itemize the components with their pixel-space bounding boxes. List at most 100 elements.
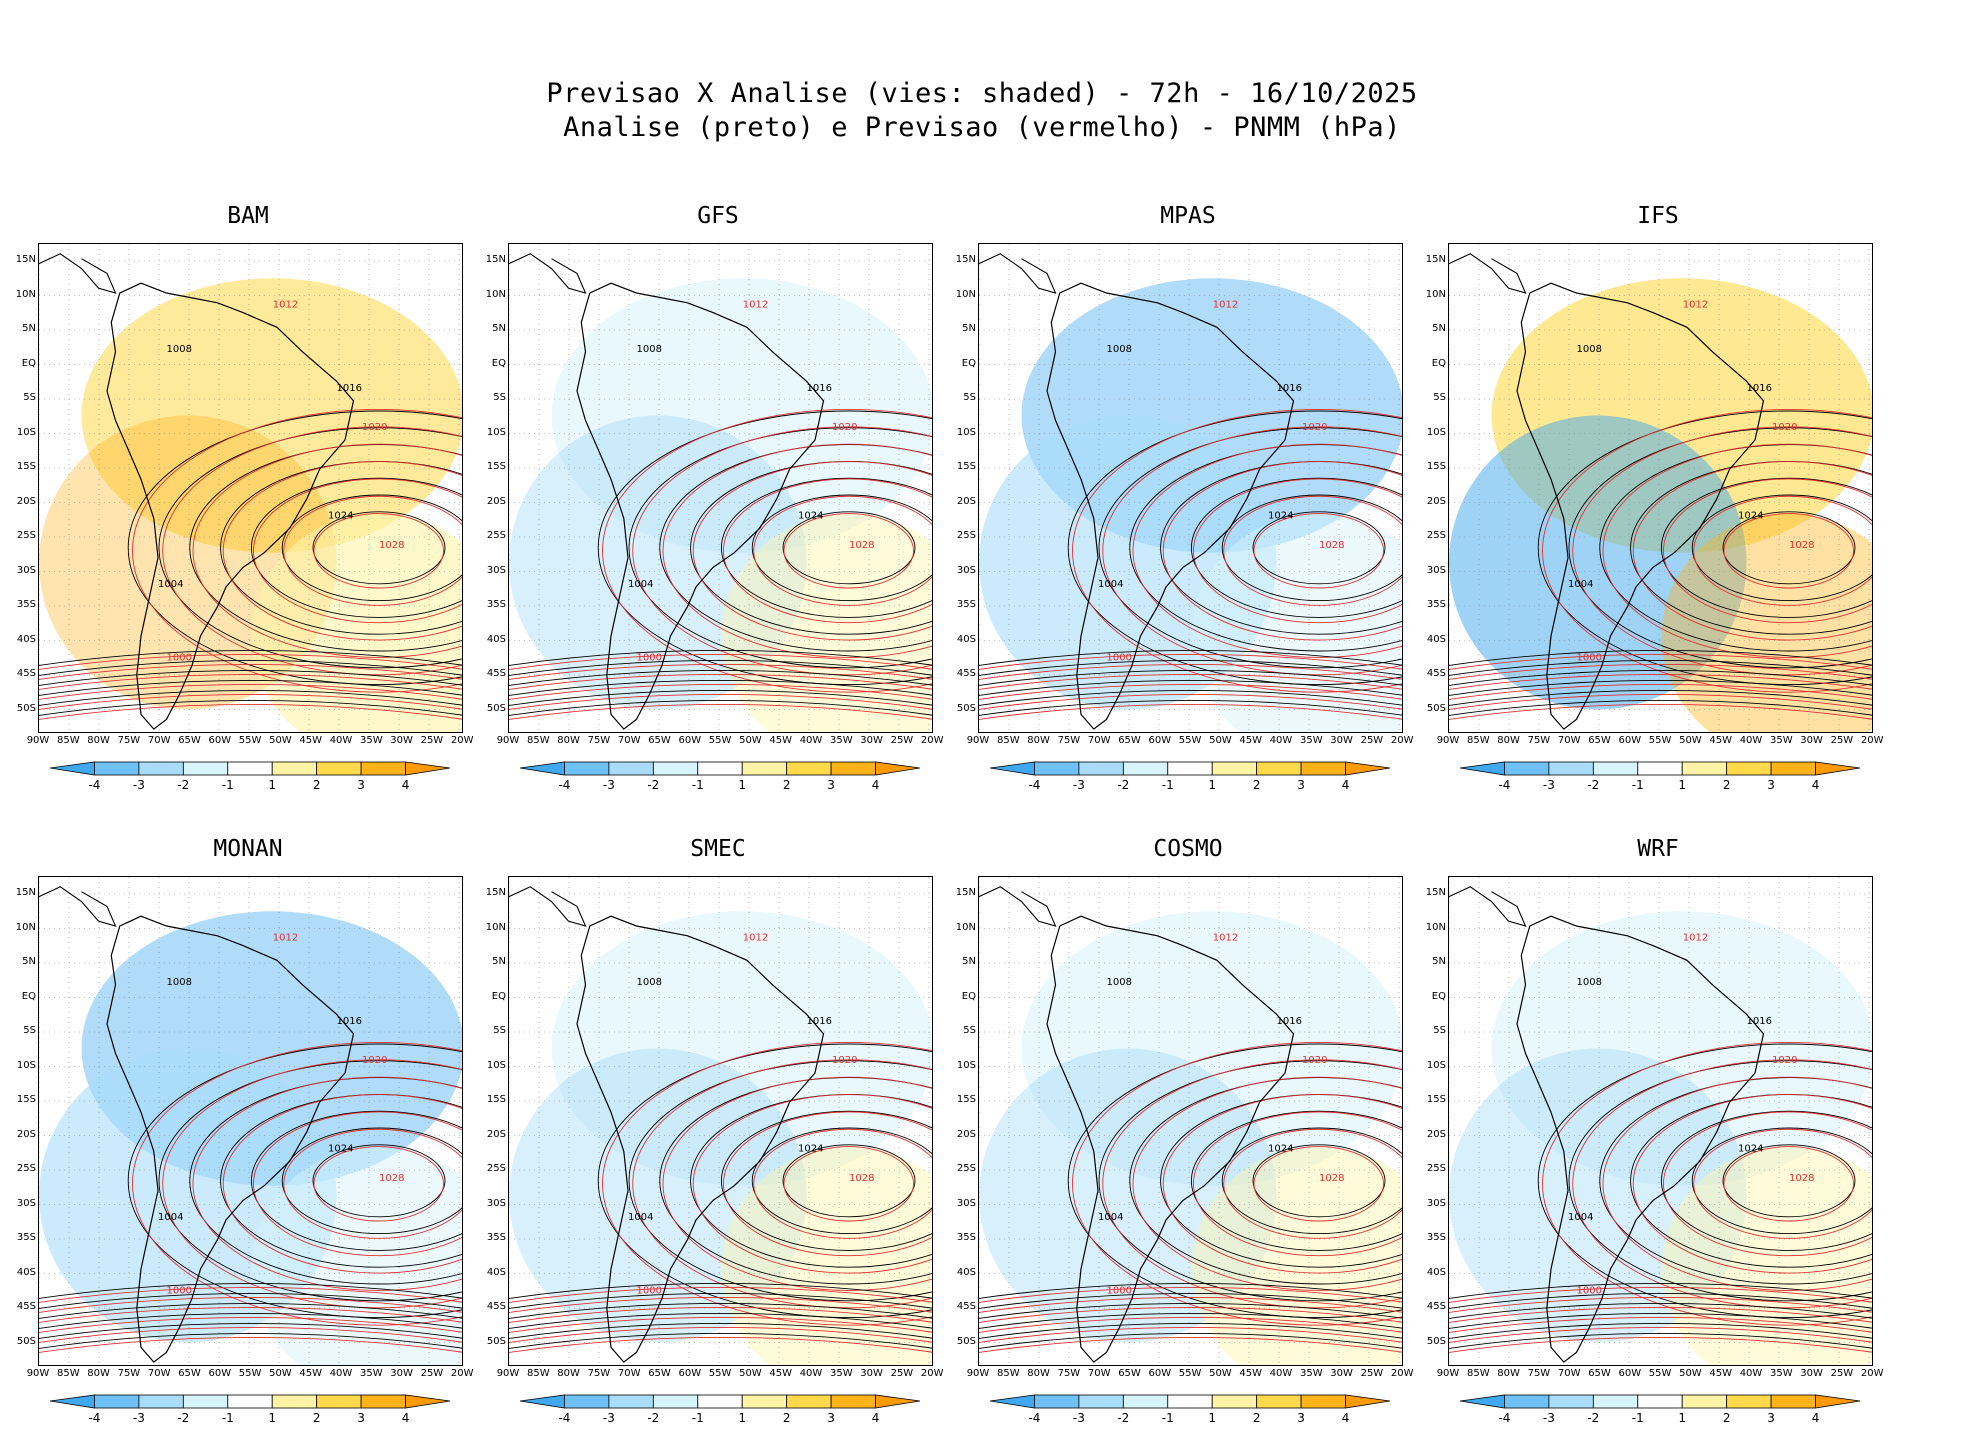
isobar-label: 1012 [273,300,298,311]
lat-tick-label: 45S [956,1301,976,1312]
colorbar-segment [1637,1394,1683,1409]
lon-tick-label: 35W [359,735,383,746]
forecast-isobar [509,703,932,720]
colorbar-tick-label: -1 [1631,1411,1644,1425]
analysis-isobar [1537,1043,1872,1319]
lon-tick-label: 60W [208,1368,232,1379]
lat-tick-label: 10S [16,1059,36,1071]
isobar-label: 1004 [158,579,183,590]
isobar-label: 1016 [1747,1016,1772,1027]
lat-tick-label: 40S [1426,1266,1446,1278]
forecast-isobar [1632,1094,1872,1274]
colorbar-tick-label: 2 [312,778,321,792]
south-america-coastline [1516,282,1765,730]
analysis-isobar [1691,1127,1872,1235]
lat-tick-label: 30S [16,1197,36,1209]
lat-tick-label: 35S [16,1232,36,1243]
lat-tick-label: 35S [1426,599,1446,610]
lon-tick-label: 40W [799,1368,823,1379]
bias-shading [721,513,932,732]
forecast-isobar [979,693,1402,710]
analysis-isobar [1660,477,1872,618]
lon-tick-label: 90W [26,735,50,746]
lat-tick-label: 10S [486,426,506,438]
isobar-label: 1004 [158,1212,183,1223]
lon-tick-label: 40W [1739,1368,1763,1379]
lon-tick-label: 30W [390,1368,413,1379]
forecast-isobar [979,1326,1402,1343]
lat-tick-label: 45S [486,1301,506,1312]
colorbar-segment [1592,761,1639,776]
lat-tick-label: 30S [1426,564,1446,576]
colorbar-tick-label: -4 [1028,778,1041,792]
lat-tick-label: 40S [16,633,36,645]
analysis-isobar [1252,511,1386,585]
forecast-isobar [1449,683,1872,700]
bias-shading [1191,1146,1402,1365]
colorbar-segment [405,1394,451,1409]
colorbar-segment [564,761,610,776]
forecast-isobar [39,1296,462,1313]
lat-tick-label: 15N [485,887,506,898]
analysis-isobar [1660,1110,1872,1251]
lon-tick-label: 90W [966,1368,990,1379]
analysis-isobar [39,1332,462,1349]
lat-tick-label: 30S [16,564,36,576]
panel-title-smec: SMEC [690,836,746,862]
lon-tick-label: 65W [1588,735,1611,746]
analysis-isobar [250,1110,462,1251]
analysis-isobar [39,1302,462,1319]
forecast-isobar [1449,693,1872,710]
lon-tick-label: 85W [1466,1368,1490,1379]
forecast-isobar [39,1316,462,1333]
isobar-label: 1004 [628,1212,653,1223]
forecast-isobar [1663,478,1872,624]
lon-tick-label: 25W [420,735,444,746]
analysis-isobar [1067,410,1402,686]
forecast-isobar [509,1316,932,1333]
isobar-label: 1016 [1747,383,1772,394]
lat-tick-label: EQ [1431,990,1446,1002]
map-canvas: 1008 1012 1016 1020 1024 1028 1004 1000 [39,877,462,1365]
colorbar-segment [697,761,743,776]
isobar-label: 1028 [379,540,404,551]
lon-tick-label: 40W [1269,1368,1293,1379]
forecast-isobar [1693,1128,1872,1239]
forecast-isobar [39,653,462,670]
forecast-isobar [1693,495,1872,606]
forecast-isobar [509,663,932,680]
forecast-isobar [39,663,462,680]
bias-shading [1661,1146,1872,1365]
colorbar-tick-label: 2 [1722,778,1731,792]
analysis-isobar [1449,649,1872,666]
lon-tick-label: 35W [1299,735,1323,746]
lon-tick-label: 20W [1390,735,1414,746]
colorbar-segment [1167,761,1213,776]
isobar-label: 1000 [637,1286,662,1297]
colorbar-tick-label: 3 [827,1411,835,1425]
forecast-isobar [253,1111,462,1257]
colorbar-tick-label: 4 [1811,1411,1820,1425]
forecast-isobar [1663,1111,1872,1257]
lon-tick-label: 40W [329,1368,353,1379]
forecast-isobar [1223,1128,1402,1239]
colorbar-segment [830,1394,876,1409]
colorbar-segment [741,761,788,776]
lon-tick-label: 85W [996,735,1020,746]
isobar-label: 1012 [743,300,768,311]
forecast-isobar [39,1336,462,1353]
forecast-isobar [1542,409,1872,693]
lon-tick-label: 30W [860,1368,883,1379]
colorbar-segment [1034,1394,1080,1409]
colorbar-tick-label: -3 [132,1411,145,1425]
colorbar-tick-label: 4 [1811,778,1820,792]
bias-shading [551,911,932,1186]
colorbar-segment [1345,761,1391,776]
forecast-isobar [509,1296,932,1313]
forecast-isobar [39,693,462,710]
forecast-isobar [979,683,1402,700]
central-america-coastline [1449,253,1527,294]
forecast-isobar [979,1316,1402,1333]
analysis-isobar [509,699,932,716]
analysis-isobar [1691,494,1872,602]
